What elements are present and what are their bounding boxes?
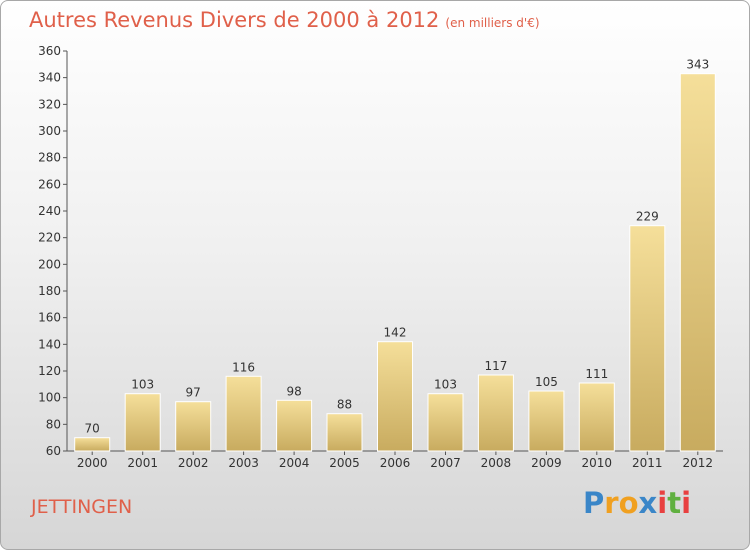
- bar-2004: [276, 399, 313, 452]
- y-tick-label: 160: [38, 311, 61, 325]
- y-tick-label: 140: [38, 337, 61, 351]
- data-label-2008: 117: [484, 359, 507, 373]
- logo-letter: i: [657, 486, 668, 520]
- data-label-2006: 142: [384, 326, 407, 340]
- data-label-2011: 229: [636, 210, 659, 224]
- proxiti-logo: Proxiti: [583, 486, 691, 520]
- y-tick-label: 280: [38, 151, 61, 165]
- x-tick-label-2011: 2011: [632, 456, 663, 470]
- x-tick-label-2006: 2006: [380, 456, 411, 470]
- logo-letter: t: [667, 486, 682, 520]
- data-label-2010: 111: [585, 367, 608, 381]
- y-tick-label: 200: [38, 257, 61, 271]
- y-tick-label: 100: [38, 391, 61, 405]
- bar-2010: [578, 382, 615, 452]
- data-label-2004: 98: [286, 384, 301, 398]
- x-tick-label-2007: 2007: [430, 456, 461, 470]
- data-label-2007: 103: [434, 378, 457, 392]
- x-tick-label-2001: 2001: [127, 456, 158, 470]
- place-name: JETTINGEN: [31, 496, 133, 518]
- y-tick-label: 120: [38, 364, 61, 378]
- x-tick-label-2005: 2005: [329, 456, 360, 470]
- logo-letter: x: [638, 486, 658, 520]
- y-tick-label: 360: [38, 44, 61, 58]
- x-tick-label-2010: 2010: [582, 456, 613, 470]
- y-tick-label: 240: [38, 204, 61, 218]
- data-label-2001: 103: [131, 378, 154, 392]
- data-label-2009: 105: [535, 375, 558, 389]
- y-tick-label: 220: [38, 231, 61, 245]
- chart-title: Autres Revenus Divers de 2000 à 2012 (en …: [29, 8, 540, 32]
- data-label-2005: 88: [337, 398, 352, 412]
- x-tick-label-2002: 2002: [178, 456, 209, 470]
- y-tick-label: 320: [38, 97, 61, 111]
- logo-letter: r: [604, 486, 619, 520]
- bar-2008: [477, 374, 514, 452]
- bar-2002: [175, 401, 212, 452]
- data-label-2000: 70: [85, 422, 100, 436]
- x-tick-label-2012: 2012: [683, 456, 714, 470]
- x-tick-label-2008: 2008: [481, 456, 512, 470]
- y-tick-label: 260: [38, 177, 61, 191]
- bar-2005: [326, 413, 363, 452]
- logo-letter: P: [583, 486, 605, 520]
- bar-2000: [74, 437, 111, 452]
- bar-2011: [629, 225, 666, 452]
- bar-2009: [528, 390, 565, 452]
- x-tick-label-2003: 2003: [228, 456, 259, 470]
- y-tick-label: 60: [46, 444, 61, 458]
- data-label-2003: 116: [232, 360, 255, 374]
- chart-title-unit: (en milliers d'€): [445, 16, 540, 30]
- data-label-2012: 343: [686, 58, 709, 72]
- logo-letter: o: [618, 486, 639, 520]
- y-axis: 60 80 100 120 140 160 180 200 220 240 260 280 300 320…: [38, 44, 68, 458]
- bar-2007: [427, 393, 464, 452]
- bars: 70 103 97 116 98 88 142 103 117 105 111 229 343: [74, 58, 716, 452]
- x-axis: 2000 2001 2002 2003 2004 2005 2006 2007 2008 2009…: [67, 450, 723, 470]
- y-tick-label: 180: [38, 284, 61, 298]
- bar-2012: [679, 73, 716, 452]
- y-tick-label: 80: [46, 417, 61, 431]
- x-tick-label-2000: 2000: [77, 456, 108, 470]
- data-label-2002: 97: [186, 386, 201, 400]
- logo-letter: i: [681, 486, 692, 520]
- bar-2006: [377, 341, 413, 452]
- y-tick-label: 340: [38, 71, 61, 85]
- bar-2001: [124, 393, 161, 452]
- chart-title-main: Autres Revenus Divers de 2000 à 2012: [29, 8, 440, 32]
- x-tick-label-2004: 2004: [279, 456, 310, 470]
- bar-2003: [225, 375, 262, 452]
- y-tick-label: 300: [38, 124, 61, 138]
- x-tick-label-2009: 2009: [531, 456, 562, 470]
